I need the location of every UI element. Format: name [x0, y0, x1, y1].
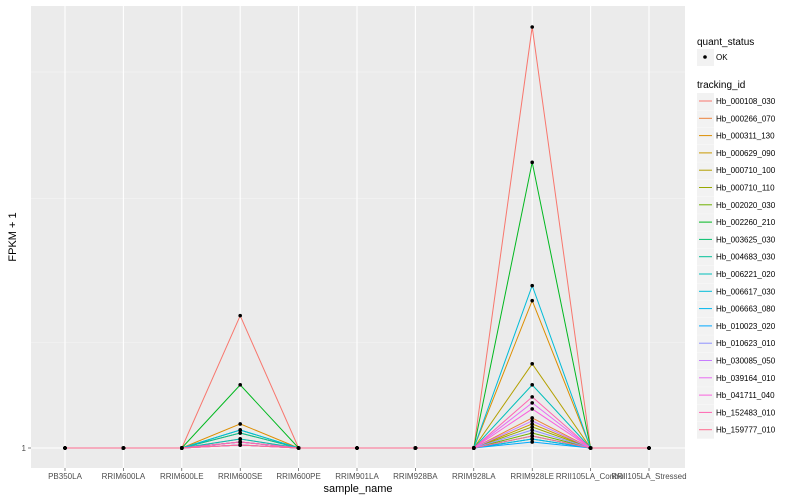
shape-legend-key-0 [703, 55, 707, 59]
data-point-Hb_000311_130-8 [530, 298, 534, 303]
data-point-Hb_000108_030-3 [238, 313, 242, 318]
data-points [63, 25, 651, 450]
color-legend-label-11: Hb_006617_030 [716, 287, 776, 296]
data-point-Hb_006221_020-8 [530, 383, 534, 387]
data-point-Hb_000266_070-8 [530, 416, 534, 420]
data-point-Hb_152483_010-8 [530, 395, 534, 399]
data-point-Hb_002260_210-8 [530, 160, 534, 165]
color-legend-label-3: Hb_000629_090 [716, 149, 776, 158]
color-legend-label-16: Hb_039164_010 [716, 374, 776, 383]
color-legend-label-0: Hb_000108_030 [716, 97, 776, 106]
y-axis-ticks: 1 [22, 444, 31, 453]
x-tick-label-8: RRIM928LE [510, 472, 554, 481]
color-legend-entries: Hb_000108_030 Hb_000266_070 Hb_000311_130 H… [697, 93, 776, 439]
x-axis-title: sample_name [323, 483, 392, 495]
x-tick-label-9: RRII105LA_Control [556, 472, 626, 481]
data-point-Hb_000710_100-8 [530, 362, 534, 366]
data-point-Hb_006221_020-3 [238, 437, 242, 441]
color-legend-label-19: Hb_159777_010 [716, 426, 776, 435]
x-axis-ticks: PB350LA RRIM600LA RRIM600LE RRIM600SE RRIM60… [48, 468, 687, 481]
gridlines [31, 6, 685, 468]
color-legend-label-13: Hb_010023_020 [716, 322, 776, 331]
data-point-Hb_039164_010-8 [530, 401, 534, 405]
color-legend-label-18: Hb_152483_010 [716, 408, 776, 417]
shape-legend-label-0: OK [716, 53, 728, 62]
color-legend-label-10: Hb_006221_020 [716, 270, 776, 279]
data-point-Hb_159777_010-0 [63, 446, 67, 450]
color-legend-label-4: Hb_000710_100 [716, 166, 776, 175]
data-point-Hb_002260_210-3 [238, 383, 242, 387]
y-tick-label-0: 1 [22, 444, 27, 453]
data-point-Hb_159777_010-1 [121, 446, 126, 450]
data-point-Hb_159777_010-7 [472, 446, 476, 450]
data-point-Hb_030085_050-8 [530, 419, 534, 423]
data-point-Hb_010623_010-8 [530, 428, 534, 432]
x-tick-label-5: RRIM901LA [335, 472, 379, 481]
data-point-Hb_159777_010-5 [355, 446, 359, 450]
color-legend-label-15: Hb_030085_050 [716, 357, 776, 366]
color-legend-label-2: Hb_000311_130 [716, 132, 775, 141]
data-point-Hb_041711_040-8 [530, 407, 534, 411]
data-point-Hb_159777_010-9 [588, 446, 593, 450]
x-tick-label-1: RRIM600LA [102, 472, 146, 481]
color-legend-label-5: Hb_000710_110 [716, 184, 775, 193]
x-tick-label-10: RRII105LA_Stressed [611, 472, 686, 481]
data-point-Hb_152483_010-3 [238, 440, 242, 444]
data-point-Hb_006663_080-8 [530, 437, 534, 441]
shape-legend-entries: OK [697, 49, 728, 66]
color-legend-label-1: Hb_000266_070 [716, 114, 776, 123]
data-point-Hb_159777_010-4 [296, 446, 301, 450]
shape-legend-title: quant_status [697, 37, 754, 48]
x-tick-label-4: RRIM600PE [276, 472, 320, 481]
data-point-Hb_004683_030-3 [238, 431, 242, 435]
color-legend-label-7: Hb_002260_210 [716, 218, 776, 227]
x-tick-label-3: RRIM600SE [218, 472, 262, 481]
data-point-Hb_159777_010-3 [238, 443, 242, 447]
x-tick-label-6: RRIM928BA [393, 472, 438, 481]
data-point-Hb_000629_090-8 [530, 422, 534, 426]
data-point-Hb_000311_130-3 [238, 422, 242, 426]
data-point-Hb_006617_030-3 [238, 428, 242, 432]
plot-panel [31, 6, 685, 468]
color-legend-title: tracking_id [697, 80, 745, 91]
color-legend-label-6: Hb_002020_030 [716, 201, 776, 210]
x-tick-label-2: RRIM600LE [160, 472, 204, 481]
data-point-Hb_159777_010-2 [180, 446, 184, 450]
legend: quant_status OK tracking_id Hb_000108_03… [697, 37, 776, 439]
data-point-Hb_000108_030-8 [530, 25, 534, 29]
data-point-Hb_159777_010-8 [530, 434, 534, 438]
color-legend-label-9: Hb_004683_030 [716, 253, 776, 262]
data-point-Hb_010023_020-8 [530, 440, 534, 444]
data-point-Hb_006617_030-8 [530, 283, 534, 288]
data-point-Hb_002020_030-8 [530, 431, 534, 435]
color-legend-label-14: Hb_010623_010 [716, 339, 776, 348]
data-point-Hb_000710_110-8 [530, 425, 534, 429]
data-point-Hb_159777_010-6 [413, 446, 418, 450]
color-legend-label-12: Hb_006663_080 [716, 305, 776, 314]
color-legend-label-8: Hb_003625_030 [716, 235, 776, 244]
color-legend-label-17: Hb_041711_040 [716, 391, 775, 400]
data-point-Hb_159777_010-10 [647, 446, 651, 450]
y-axis-title: FPKM + 1 [7, 212, 19, 261]
x-tick-label-7: RRIM928LA [452, 472, 496, 481]
x-tick-label-0: PB350LA [48, 472, 82, 481]
